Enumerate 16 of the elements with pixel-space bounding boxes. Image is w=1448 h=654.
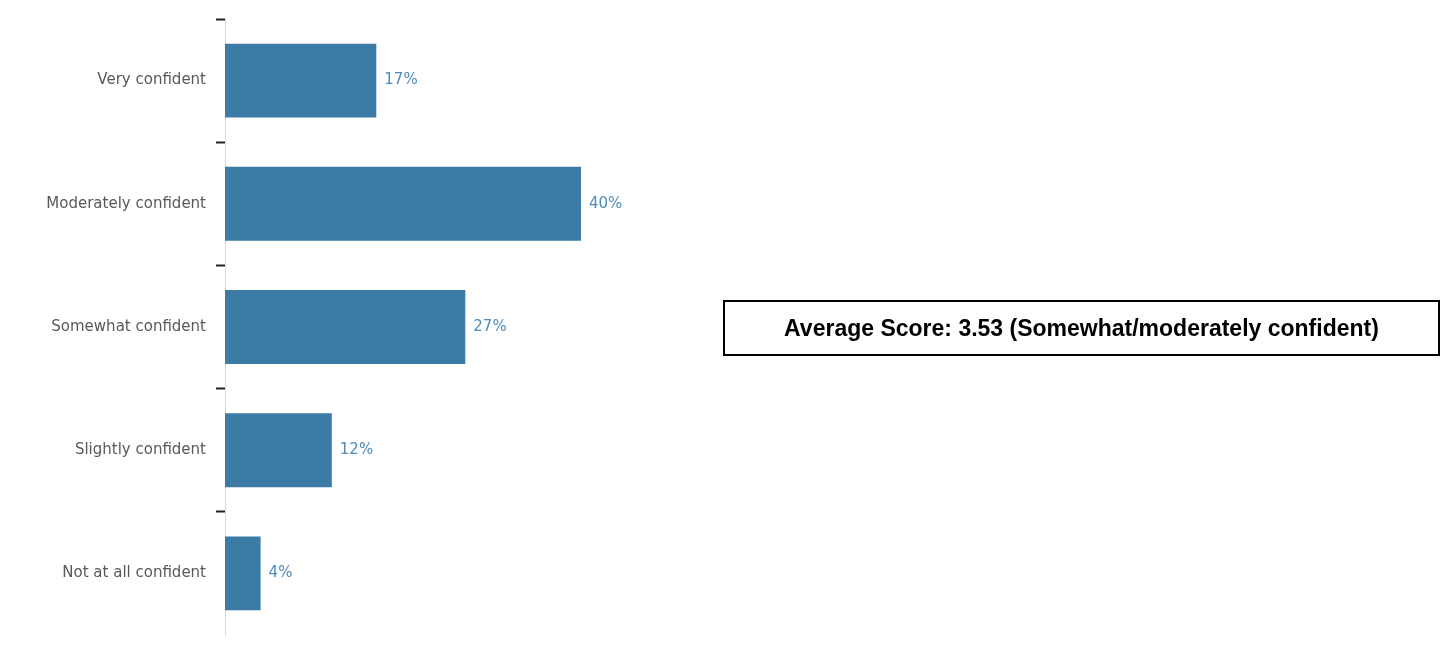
bar xyxy=(225,290,466,364)
data-label: 12% xyxy=(339,440,374,459)
y-tick-label: Slightly confident xyxy=(74,440,207,459)
data-label: 17% xyxy=(384,70,418,89)
bar xyxy=(225,43,377,118)
y-tick-label: Somewhat confident xyxy=(51,316,207,335)
data-label: 27% xyxy=(473,316,507,335)
data-label: 4% xyxy=(268,563,293,582)
bar xyxy=(225,413,332,488)
data-label: 40% xyxy=(589,193,623,212)
y-tick-label: Moderately confident xyxy=(46,193,207,212)
y-tick-label: Very confident xyxy=(97,70,207,89)
bar xyxy=(225,166,581,241)
y-tick-label: Not at all confident xyxy=(62,563,207,582)
text: Average Score: 3.53 (Somewhat/moderately confident) xyxy=(723,300,1440,356)
bar xyxy=(225,536,261,611)
